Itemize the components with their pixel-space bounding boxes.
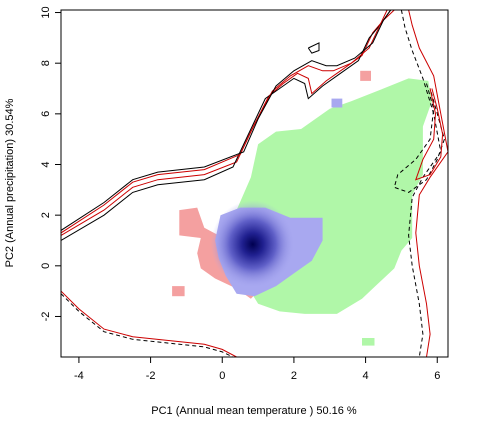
y-tick-label: 10	[40, 6, 52, 18]
y-tick-label: -2	[40, 312, 52, 322]
x-tick-label: -4	[74, 370, 84, 382]
y-tick-label: 0	[40, 263, 52, 269]
overlap-density-peak	[210, 200, 295, 289]
x-tick-label: 4	[363, 370, 369, 382]
contour-env-b-inner	[61, 10, 392, 231]
plot-area	[61, 10, 448, 357]
contour-env-a-outer	[61, 10, 395, 236]
x-tick-label: 6	[434, 370, 440, 382]
x-tick-label: 2	[291, 370, 297, 382]
contour-env-b-outer	[61, 10, 392, 241]
x-tick-label: 0	[219, 370, 225, 382]
x-axis-title: PC1 (Annual mean temperature ) 50.16 %	[151, 405, 357, 417]
x-tick-label: -2	[146, 370, 156, 382]
y-tick-label: 2	[40, 212, 52, 218]
y-tick-label: 4	[40, 161, 52, 167]
region-niche-b-patch	[362, 338, 375, 346]
y-axis: -2 0 2 4 6 8 10	[40, 6, 61, 321]
y-axis-title: PC2 (Annual precipitation) 30.54%	[4, 98, 16, 267]
region-overlap-patch	[331, 98, 343, 108]
x-axis: -4 -2 0 2 4 6	[74, 357, 440, 382]
contour-env-inner-loop-a	[414, 88, 444, 181]
region-niche-a-patch-2	[360, 70, 371, 81]
contour-env-a-lower	[61, 290, 237, 357]
contour-env-a-inner	[61, 10, 388, 234]
y-tick-label: 8	[40, 60, 52, 66]
contour-env-b-lower	[61, 293, 234, 357]
contour-env-right-a	[408, 10, 448, 357]
plot-frame	[60, 9, 449, 358]
contour-small-box	[307, 42, 320, 54]
contour-env-inner-loop	[393, 83, 445, 193]
region-niche-a-patch-1	[172, 286, 185, 297]
y-tick-label: 6	[40, 111, 52, 117]
